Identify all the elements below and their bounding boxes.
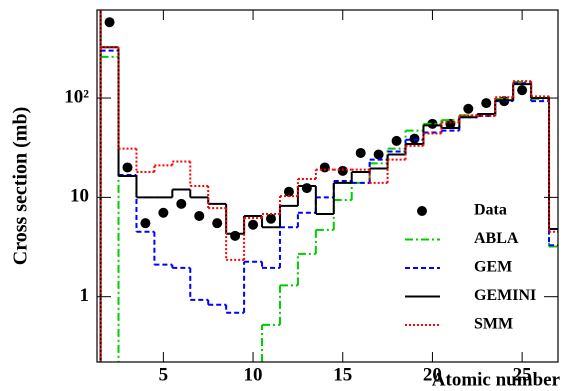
- x-tick-label: 10: [244, 364, 263, 385]
- plot-frame: [96, 9, 559, 363]
- legend-label: ABLA: [474, 230, 519, 247]
- data-point: [283, 186, 294, 197]
- x-tick-label: 20: [423, 364, 442, 385]
- data-point: [104, 17, 115, 28]
- y-tick-label: 1: [80, 285, 90, 306]
- data-point: [463, 103, 474, 114]
- data-point: [391, 135, 402, 146]
- plot-area: [99, 10, 558, 362]
- legend-label: SMM: [474, 316, 513, 333]
- data-point: [265, 213, 276, 224]
- y-axis-label: Cross section (mb): [10, 107, 32, 266]
- data-point: [176, 198, 187, 209]
- legend-label: GEMINI: [474, 287, 536, 304]
- x-axis-label: Atomic number: [432, 369, 561, 390]
- data-point: [517, 85, 528, 96]
- x-tick-label: 25: [513, 364, 532, 385]
- x-tick-label: 5: [159, 364, 169, 385]
- data-point: [140, 218, 151, 229]
- data-point: [355, 147, 366, 158]
- data-point: [445, 118, 456, 129]
- data-point: [122, 162, 133, 173]
- data-point: [194, 210, 205, 221]
- y-tick-label: 10: [70, 186, 89, 207]
- data-point: [212, 218, 223, 229]
- legend-label: Data: [474, 202, 507, 219]
- data-point: [230, 230, 241, 241]
- data-point: [319, 162, 330, 173]
- data-point: [248, 219, 259, 230]
- legend-marker: [417, 206, 427, 216]
- data-point: [337, 165, 348, 176]
- legend-label: GEM: [474, 259, 512, 276]
- data-point: [158, 207, 169, 218]
- data-point: [301, 183, 312, 194]
- data-point: [481, 98, 492, 109]
- data-point: [373, 149, 384, 160]
- x-tick-label: 15: [333, 364, 352, 385]
- y-tick-label: 10²: [64, 86, 89, 107]
- data-point: [409, 133, 420, 144]
